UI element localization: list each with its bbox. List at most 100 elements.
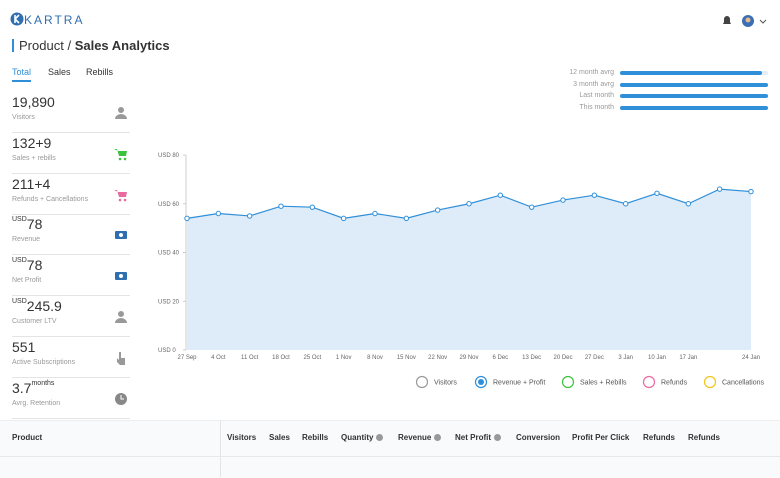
tab[interactable]: Rebills: [86, 67, 114, 77]
stat-prefix: USD: [12, 257, 27, 265]
stat-number: 19,890: [12, 94, 55, 110]
point: [528, 204, 535, 210]
legend-label: Visitors: [434, 380, 457, 387]
legend-marker-dot: [478, 379, 484, 385]
info-icon: [494, 434, 501, 441]
stat-value: USD78: [12, 216, 42, 232]
legend-item[interactable]: Visitors: [415, 375, 458, 389]
column-header: Refunds: [688, 433, 720, 442]
x-tick-label: 27 Sep: [177, 355, 197, 361]
stat-prefix: USD: [12, 216, 27, 224]
point: [403, 215, 410, 222]
stat-number: 551: [12, 338, 36, 355]
legend-item[interactable]: Sales + Rebills: [561, 375, 627, 389]
table: [0, 420, 780, 478]
comparison-label: Last month: [579, 92, 614, 99]
column-header: Sales: [269, 433, 290, 442]
column-header: Refunds: [643, 433, 675, 442]
stat-icon: [115, 272, 127, 281]
stat-label: Net Profit: [12, 277, 42, 285]
stat-icon: [115, 231, 127, 240]
point: [466, 201, 472, 207]
table-divider: [220, 420, 221, 477]
point: [685, 201, 692, 207]
stat-value: 132+9: [12, 135, 51, 151]
area: [187, 189, 751, 350]
title: Sales Analytics: [74, 38, 170, 53]
x-tick-label: 10 Jan: [648, 355, 666, 361]
point: [309, 204, 316, 210]
point: [748, 188, 754, 195]
comparison-bar: [620, 105, 768, 110]
comparison-bar: [620, 94, 768, 98]
stat-card: 3.7months Avrg. Retention: [12, 380, 130, 419]
title-accent: [12, 39, 14, 52]
legend-marker: [415, 375, 429, 389]
point: [215, 210, 222, 217]
point: [716, 186, 723, 192]
section: Product: [19, 38, 64, 53]
point: [560, 197, 566, 203]
stat-value: 19,890: [12, 94, 55, 110]
column-header: Revenue: [398, 433, 442, 442]
legend-item[interactable]: Revenue + Profit: [474, 375, 546, 389]
x-tick-label: 18 Oct: [272, 355, 290, 361]
x-tick-label: 25 Oct: [303, 355, 321, 361]
x-tick-label: 27 Dec: [585, 355, 604, 361]
stat-icon: [115, 107, 127, 119]
y-tick-label: USD 60: [158, 202, 180, 208]
stat-icon: [114, 148, 127, 161]
stat-number: 78: [26, 257, 43, 274]
stat-label: Customer LTV: [12, 318, 57, 325]
stat-label: Refunds + Cancellations: [12, 195, 89, 203]
tab[interactable]: Sales: [48, 67, 71, 77]
stat-label: Revenue: [12, 236, 41, 244]
info-icon: [376, 434, 384, 441]
y-tick-label: USD 0: [158, 348, 176, 354]
point: [654, 190, 660, 196]
stat-label: Sales + rebills: [12, 154, 56, 162]
stat-card: 19,890 Visitors: [12, 94, 130, 133]
separator: /: [67, 38, 72, 53]
stat-card: 551 Active Subscriptions: [12, 339, 130, 378]
stat-value: USD245.9: [12, 298, 62, 314]
comparison-bar: [620, 71, 763, 75]
legend-item[interactable]: Refunds: [642, 375, 688, 389]
column-header: Profit Per Click: [572, 433, 630, 442]
stat-value: 211+4: [12, 176, 50, 192]
legend-item[interactable]: Cancellations: [703, 375, 765, 389]
stat-label: Active Subscriptions: [12, 358, 76, 366]
stat-number: 3.7: [12, 379, 32, 396]
column-header: Net Profit: [455, 433, 501, 442]
legend-label: Sales + Rebills: [580, 380, 627, 387]
info-icon: [434, 434, 442, 441]
stat-prefix: USD: [12, 298, 27, 305]
x-tick-label: 6 Dec: [492, 355, 508, 361]
stat-value: USD78: [12, 257, 42, 273]
user-controls[interactable]: [720, 14, 770, 28]
x-tick-label: 13 Dec: [522, 355, 541, 361]
y-tick-label: USD 40: [158, 251, 180, 257]
point: [434, 207, 441, 213]
x-tick-label: 20 Dec: [553, 355, 572, 361]
y-tick-label: USD 80: [158, 153, 180, 159]
x-tick-label: 4 Oct: [211, 355, 226, 361]
row-line: [0, 456, 780, 457]
point: [278, 203, 284, 209]
brand: KARTRA: [24, 13, 85, 27]
point: [622, 201, 629, 207]
stat-value: 551: [12, 339, 35, 355]
stat-number: 245.9: [26, 298, 62, 314]
point: [372, 210, 378, 217]
comparison-label: 3 month avrg: [573, 80, 614, 88]
tab[interactable]: Total: [12, 67, 32, 82]
stat-card: USD78 Net Profit: [12, 257, 130, 297]
stat-card: 132+9 Sales + rebills: [12, 135, 130, 174]
comparison-bar: [620, 82, 768, 87]
point: [497, 192, 504, 198]
stat-icon: [115, 392, 127, 405]
column-header: Quantity: [341, 433, 384, 442]
x-tick-label: 11 Oct: [241, 355, 259, 361]
legend-marker: [703, 375, 717, 389]
